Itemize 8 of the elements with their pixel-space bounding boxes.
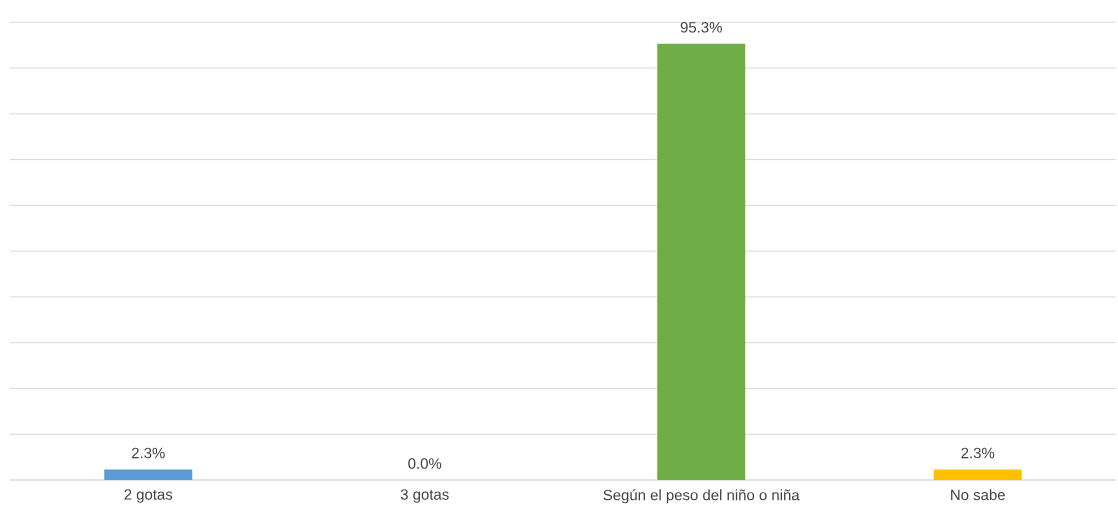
- x-tick-label: 2 gotas: [124, 489, 173, 503]
- data-label: 2.3%: [961, 447, 995, 459]
- x-tick-label: No sabe: [951, 489, 1005, 501]
- data-label: 2.3%: [131, 447, 165, 459]
- x-tick-label: Según el peso del niño o niña: [603, 489, 800, 504]
- data-label: 95.3%: [680, 22, 722, 33]
- data-label: 0.0%: [408, 458, 442, 469]
- x-tick-label: 3 gotas: [400, 489, 449, 503]
